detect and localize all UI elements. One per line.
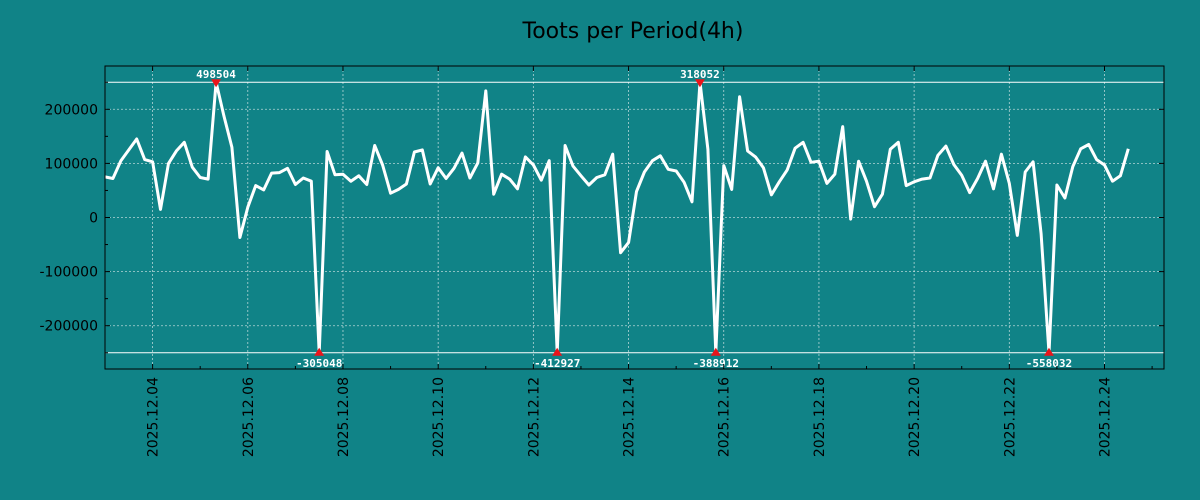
series-layer [104, 80, 1130, 355]
trough-marker [710, 347, 721, 356]
x-tick-label: 2025.12.18 [812, 377, 828, 457]
x-tick-label: 2025.12.20 [907, 377, 923, 457]
series-line-toots [104, 80, 1130, 355]
trough-marker [1043, 347, 1054, 356]
y-tick-label: -100000 [40, 265, 99, 281]
y-tick-label: -200000 [40, 319, 99, 335]
peak-markers: 498504 -305048 -412927 318052 -388912 -558032 [196, 68, 1072, 370]
peak-label: 318052 [680, 68, 720, 81]
x-tick-label: 2025.12.22 [1002, 377, 1018, 457]
x-axis: 2025.12.04 2025.12.06 2025.12.08 2025.12.10… [104, 66, 1153, 457]
x-tick-label: 2025.12.06 [241, 377, 257, 457]
trough-label: -388912 [693, 357, 739, 370]
y-tick-label: 200000 [45, 102, 98, 118]
x-tick-label: 2025.12.04 [146, 377, 162, 457]
x-tick-label: 2025.12.16 [717, 377, 733, 457]
x-tick-label: 2025.12.14 [622, 377, 638, 457]
x-tick-label: 2025.12.08 [336, 377, 352, 457]
peak-marker [211, 79, 222, 88]
trough-label: -412927 [534, 357, 580, 370]
peak-label: 498504 [196, 68, 236, 81]
x-tick-label: 2025.12.12 [526, 377, 542, 457]
x-tick-label: 2025.12.10 [431, 377, 447, 457]
trough-label: -558032 [1026, 357, 1072, 370]
trough-marker [314, 347, 325, 356]
clip-lines [105, 81, 1164, 354]
x-tick-label: 2025.12.24 [1098, 377, 1114, 457]
trough-label: -305048 [296, 357, 342, 370]
trough-marker [552, 347, 563, 356]
grid [105, 66, 1164, 369]
y-tick-label: 100000 [45, 156, 98, 172]
plot-frame [104, 65, 1165, 370]
chart-title: Toots per Period(4h) [522, 19, 744, 44]
peak-marker [694, 79, 705, 88]
y-tick-label: 0 [89, 211, 98, 227]
y-axis: -200000 -100000 0 100000 200000 [40, 81, 1164, 354]
